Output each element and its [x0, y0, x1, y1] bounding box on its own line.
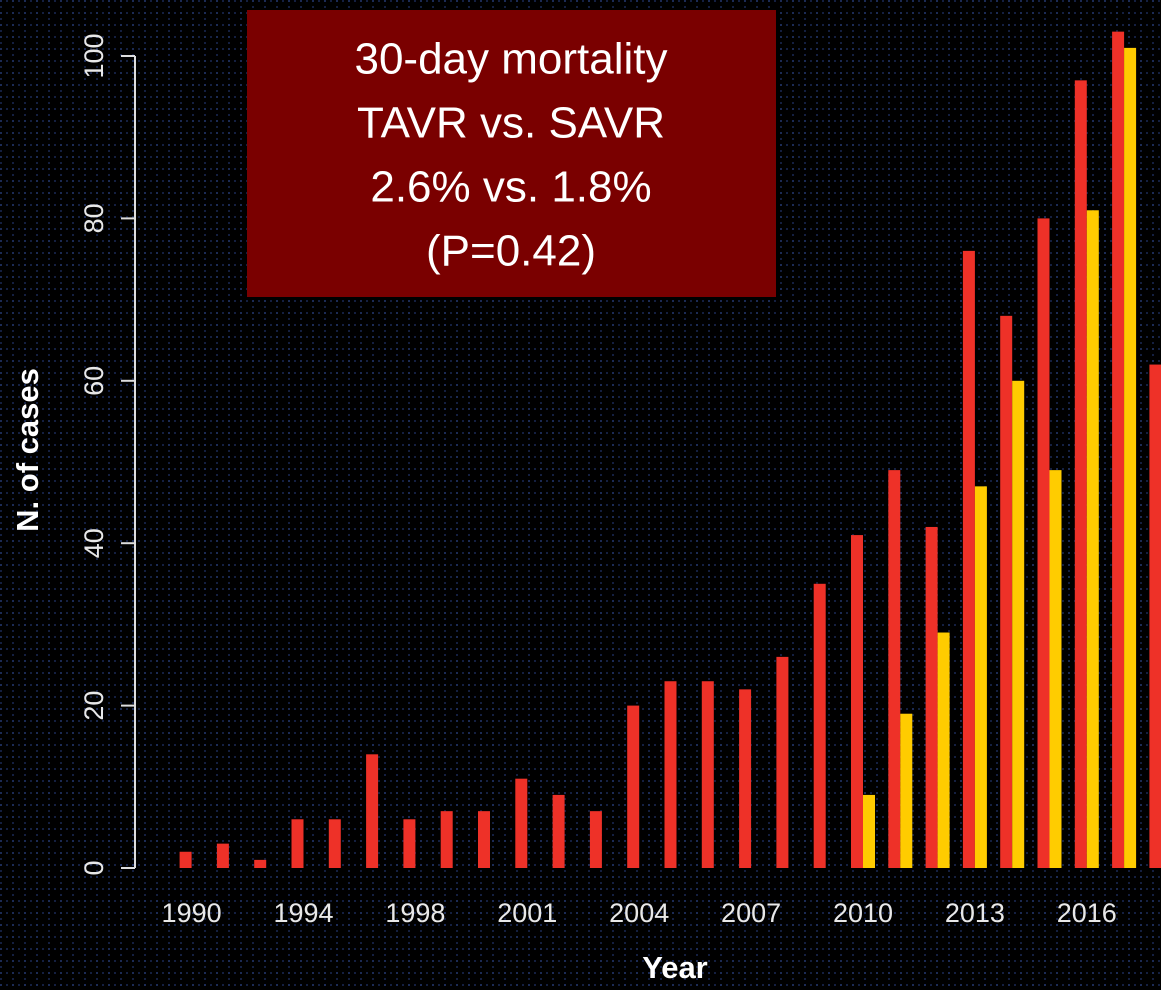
bar: [739, 689, 752, 868]
x-tick-label: 1998: [385, 898, 445, 928]
x-tick-label: 2016: [1057, 898, 1117, 928]
bar: [813, 583, 826, 868]
bar: [403, 819, 416, 868]
x-tick-label: 2004: [609, 898, 669, 928]
bar: [478, 811, 490, 868]
bar: [962, 250, 975, 868]
annotation-line: TAVR vs. SAVR: [357, 99, 665, 148]
x-tick-label: 2007: [721, 898, 781, 928]
bar: [552, 794, 565, 868]
bar: [589, 811, 602, 868]
bar: [254, 859, 267, 868]
bar: [925, 526, 938, 868]
y-tick-label: 40: [79, 528, 109, 558]
y-tick-label: 80: [79, 203, 109, 233]
y-axis-label: N. of cases: [10, 368, 45, 532]
bar: [291, 819, 304, 868]
y-tick-label: 100: [79, 33, 109, 78]
bar: [888, 470, 901, 868]
y-tick-label: 20: [79, 691, 109, 721]
y-tick-label: 60: [79, 366, 109, 396]
bar: [1049, 470, 1062, 868]
bar: [974, 486, 987, 868]
bar: [627, 705, 640, 868]
x-tick-label: 2010: [833, 898, 893, 928]
bar: [1124, 47, 1137, 868]
bar: [1074, 80, 1087, 869]
annotation-line: 2.6% vs. 1.8%: [370, 163, 651, 212]
bar: [366, 754, 379, 868]
bar: [179, 851, 192, 868]
bar: [440, 811, 453, 868]
bar: [1037, 218, 1050, 868]
bar: [515, 778, 528, 868]
bar: [216, 843, 229, 868]
bar: [328, 819, 341, 868]
x-tick-label: 2001: [497, 898, 557, 928]
bar: [851, 535, 863, 868]
bar: [664, 681, 677, 868]
bar: [1000, 315, 1013, 869]
x-tick-label: 1994: [273, 898, 333, 928]
bar: [1149, 364, 1161, 868]
annotation-line: (P=0.42): [426, 227, 596, 276]
bar: [1112, 31, 1125, 868]
bar: [701, 681, 714, 868]
y-tick-label: 0: [79, 860, 109, 875]
annotation: 30-day mortality TAVR vs. SAVR 2.6% vs. 1.…: [354, 35, 667, 276]
bar: [1012, 380, 1025, 868]
x-tick-label: 1990: [162, 898, 222, 928]
bar: [776, 656, 789, 868]
bar: [1086, 210, 1099, 868]
x-axis-label: Year: [642, 950, 708, 985]
annotation-line: 30-day mortality: [354, 35, 667, 84]
bar: [937, 632, 950, 868]
annotation-box: [247, 10, 776, 297]
bar: [900, 713, 913, 868]
bar: [863, 794, 875, 868]
x-tick-label: 2013: [945, 898, 1005, 928]
